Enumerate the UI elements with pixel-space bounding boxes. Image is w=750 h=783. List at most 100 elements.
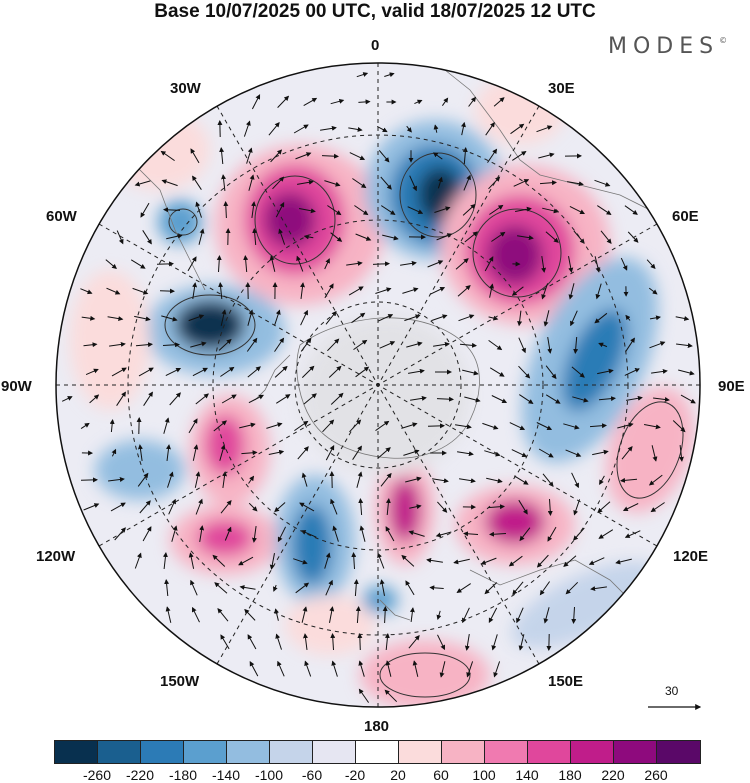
wind-vector [536, 125, 553, 133]
colorbar-label: -100 [254, 767, 284, 783]
wind-vector [192, 282, 198, 299]
wind-vector [678, 445, 684, 462]
wind-vector [214, 582, 228, 594]
wind-vector [482, 422, 499, 430]
wind-vector [538, 152, 555, 159]
wind-vector [570, 310, 578, 327]
wind-vector [378, 149, 390, 163]
wind-vector [404, 314, 421, 322]
wind-vector [300, 530, 317, 538]
wind-vector [486, 477, 503, 484]
wind-vector [571, 366, 585, 378]
wind-vector [379, 579, 385, 596]
wind-vector [322, 419, 335, 433]
wind-vector [400, 260, 417, 266]
wind-vector [541, 283, 549, 300]
wind-vector [464, 396, 481, 403]
wind-vector [277, 660, 285, 677]
wind-vector [219, 444, 226, 461]
wind-vector [597, 368, 614, 375]
wind-vector [195, 498, 203, 515]
wind-vector [563, 423, 580, 430]
wind-vector [406, 341, 423, 348]
wind-vector [480, 557, 497, 565]
wind-vector [190, 579, 198, 596]
wind-vector [325, 310, 337, 325]
wind-vector [456, 583, 471, 593]
wind-vector [321, 153, 339, 159]
wind-vector [589, 423, 607, 429]
new-zealand-coastline [379, 599, 411, 621]
colorbar-label: 220 [601, 767, 625, 783]
wind-vector [222, 471, 228, 488]
wind-vector [539, 180, 557, 186]
wind-vector [219, 147, 225, 165]
wind-vector [138, 367, 154, 377]
wind-vector [277, 95, 290, 108]
wind-vector [621, 446, 633, 460]
wind-vector [409, 607, 415, 622]
wind-vector [111, 367, 127, 377]
wind-vector [380, 176, 392, 190]
wind-vector [220, 309, 227, 326]
wind-vector [224, 526, 232, 541]
wind-vector [293, 124, 309, 134]
wind-vector [625, 337, 635, 352]
wind-vector [567, 181, 584, 187]
wind-vector [463, 531, 479, 537]
wind-vector [512, 151, 527, 161]
wind-vector [194, 471, 201, 488]
wind-vector [108, 477, 125, 482]
wind-vector [403, 449, 420, 456]
wind-vector [594, 312, 608, 324]
wind-vector [301, 472, 308, 487]
wind-vector [330, 498, 338, 515]
wind-vector [83, 503, 100, 511]
anomaly-blobs [70, 75, 694, 707]
wind-vector [436, 396, 454, 402]
wind-vector [301, 606, 308, 623]
wind-vector [270, 149, 283, 163]
wind-vector [539, 581, 551, 596]
longitude-label-150w: 150W [160, 673, 200, 690]
wind-vector [216, 255, 222, 273]
wind-vector [433, 341, 450, 347]
wind-vector [441, 97, 449, 106]
wind-vector [238, 556, 254, 566]
wind-vector [331, 660, 338, 677]
wind-vector [409, 504, 422, 510]
wind-vector [162, 342, 180, 348]
wind-vector [251, 201, 257, 218]
wind-vector [276, 394, 291, 404]
wind-vector [493, 661, 501, 678]
wind-vector [109, 419, 115, 433]
wind-vector [487, 148, 498, 163]
contour-negative-60w [164, 294, 256, 356]
wind-vector [464, 231, 478, 243]
wind-vector [278, 228, 286, 245]
wind-vector [624, 368, 641, 376]
wind-vector [134, 180, 151, 187]
wind-vector [142, 526, 152, 542]
wind-vector [439, 661, 446, 678]
wind-vector [356, 471, 363, 488]
wind-vector [573, 336, 579, 354]
wind-vector [519, 527, 531, 542]
wind-vector [429, 585, 444, 591]
wind-vector [536, 554, 549, 568]
anomaly-positive-105w [205, 415, 245, 475]
wind-vector [137, 444, 143, 461]
wind-vector [437, 501, 448, 513]
colorbar-swatch-5 [270, 741, 313, 763]
wind-vector [246, 337, 258, 352]
wind-vector [353, 579, 359, 597]
wind-vector [381, 205, 396, 215]
wind-vector [81, 315, 96, 321]
wind-vector [571, 472, 579, 489]
brand-name: MODES [608, 34, 720, 59]
latitude-circle-middle [212, 219, 544, 551]
wind-vector [80, 288, 93, 295]
wind-vector [408, 368, 425, 374]
wind-vector [594, 179, 611, 187]
wind-vector [274, 502, 286, 513]
